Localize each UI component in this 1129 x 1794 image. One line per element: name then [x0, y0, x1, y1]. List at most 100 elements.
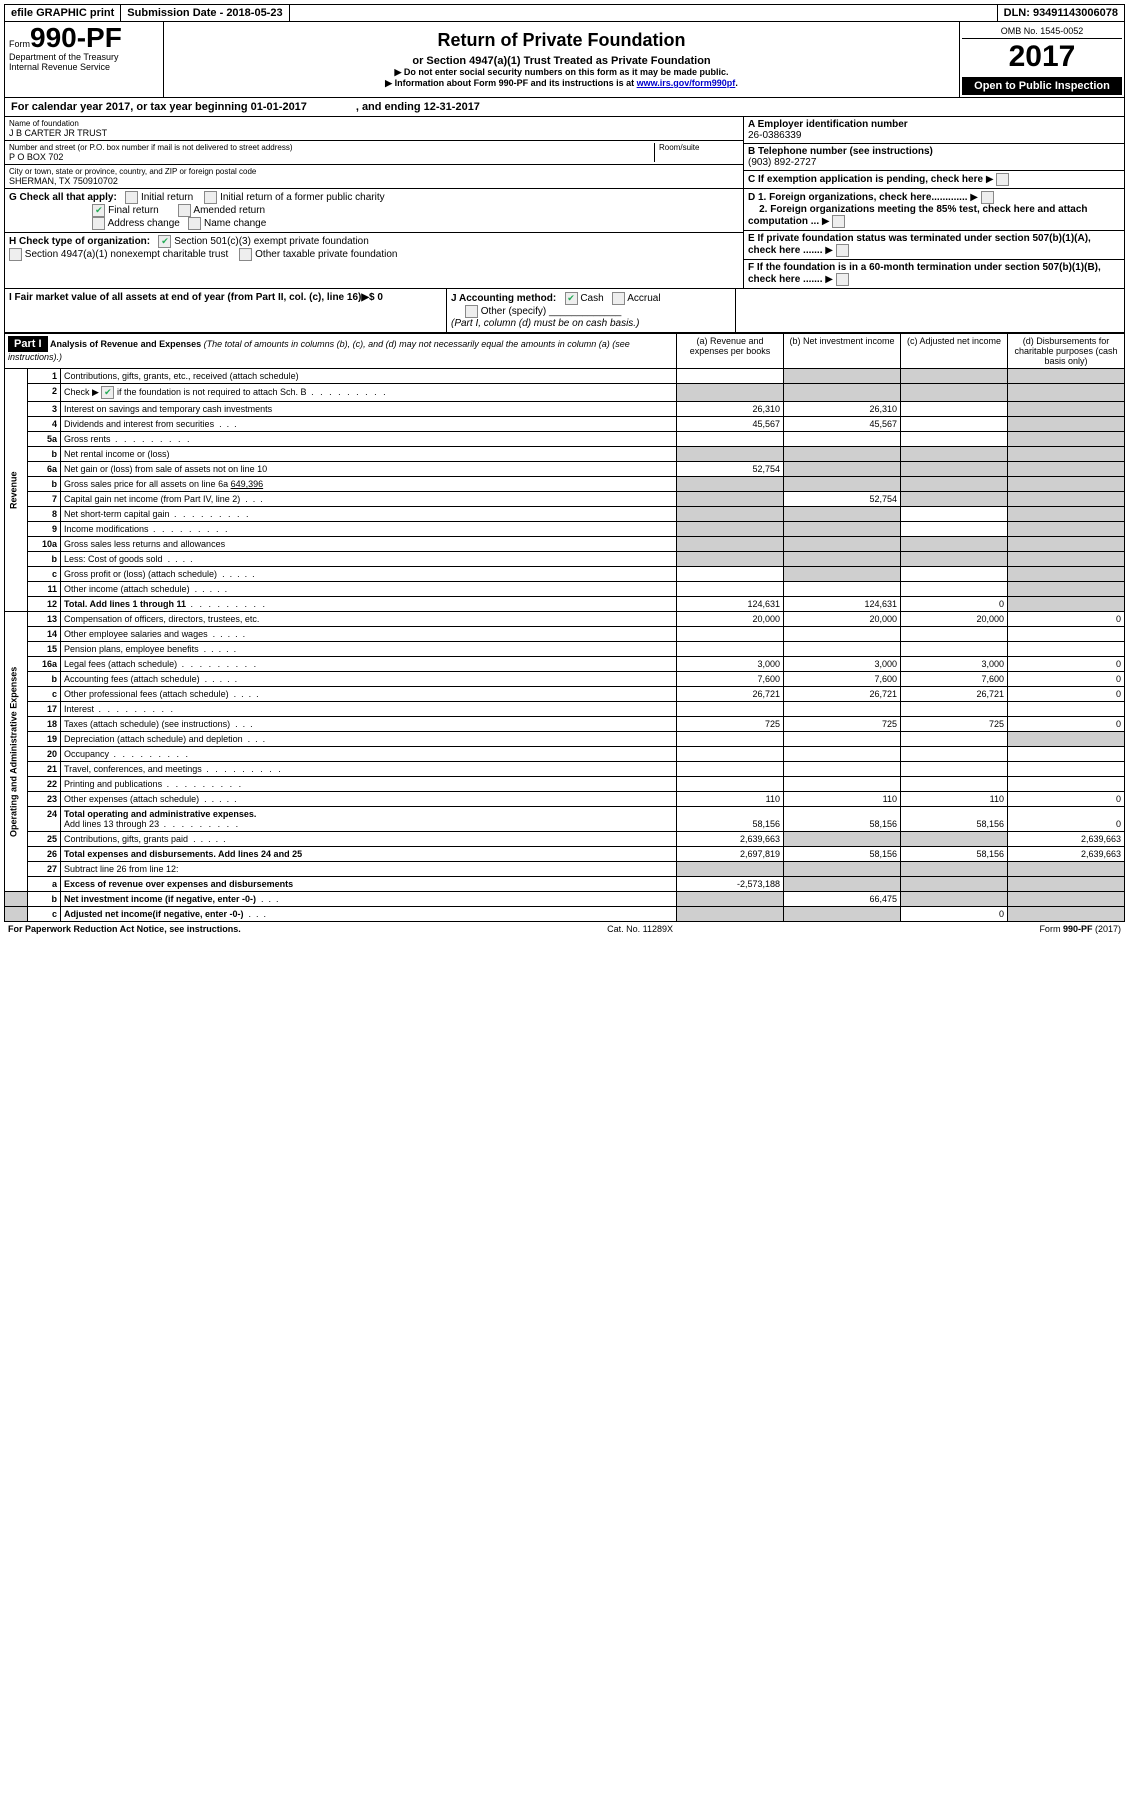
val-b: 725 — [784, 717, 901, 732]
val-b: 26,721 — [784, 687, 901, 702]
val-b: 58,156 — [784, 847, 901, 862]
val-b: 3,000 — [784, 657, 901, 672]
row-27: 27 Subtract line 26 from line 12: — [5, 862, 1125, 877]
cb-schb[interactable] — [101, 386, 114, 399]
expenses-label: Operating and Administrative Expenses — [5, 612, 28, 892]
val-c: 3,000 — [901, 657, 1008, 672]
row-10a: 10a Gross sales less returns and allowan… — [5, 537, 1125, 552]
val-b: 52,754 — [784, 492, 901, 507]
col-b-header: (b) Net investment income — [784, 334, 901, 369]
row-7: 7 Capital gain net income (from Part IV,… — [5, 492, 1125, 507]
val-c: 0 — [901, 907, 1008, 922]
j-accrual: Accrual — [627, 293, 660, 304]
form-header: Form990-PF Department of the Treasury In… — [4, 22, 1125, 98]
rn: 21 — [28, 762, 61, 777]
desc: Total operating and administrative expen… — [61, 807, 677, 832]
g-label: G Check all that apply: — [9, 192, 117, 203]
desc: Net gain or (loss) from sale of assets n… — [61, 462, 677, 477]
d2: 2. Foreign organizations meeting the 85%… — [748, 204, 1088, 227]
desc: Excess of revenue over expenses and disb… — [61, 877, 677, 892]
val-a: 725 — [677, 717, 784, 732]
val-d: 0 — [1008, 792, 1125, 807]
cb-accrual[interactable] — [612, 292, 625, 305]
rn: b — [28, 477, 61, 492]
section-e: E If private foundation status was termi… — [744, 231, 1124, 260]
f-label: F If the foundation is in a 60-month ter… — [748, 262, 1101, 285]
row-16a: 16a Legal fees (attach schedule) 3,000 3… — [5, 657, 1125, 672]
cb-other[interactable] — [465, 305, 478, 318]
desc: Gross sales less returns and allowances — [61, 537, 677, 552]
row-16b: b Accounting fees (attach schedule) . . … — [5, 672, 1125, 687]
note-ssn: ▶ Do not enter social security numbers o… — [168, 67, 955, 78]
cb-final[interactable] — [92, 204, 105, 217]
efile-button[interactable]: efile GRAPHIC print — [5, 5, 121, 21]
desc: Contributions, gifts, grants paid . . . … — [61, 832, 677, 847]
cb-f[interactable] — [836, 273, 849, 286]
desc: Check ▶ if the foundation is not require… — [61, 384, 677, 402]
address: P O BOX 702 — [9, 152, 650, 162]
cb-amended[interactable] — [178, 204, 191, 217]
val-b: 110 — [784, 792, 901, 807]
rn: 8 — [28, 507, 61, 522]
row-6b: b Gross sales price for all assets on li… — [5, 477, 1125, 492]
rn: a — [28, 877, 61, 892]
row-27c: c Adjusted net income(if negative, enter… — [5, 907, 1125, 922]
desc: Taxes (attach schedule) (see instruction… — [61, 717, 677, 732]
row-15: 15 Pension plans, employee benefits . . … — [5, 642, 1125, 657]
irs-link[interactable]: www.irs.gov/form990pf — [637, 78, 736, 88]
form-title-block: Return of Private Foundation or Section … — [164, 22, 960, 97]
cb-initial[interactable] — [125, 191, 138, 204]
cb-other-taxable[interactable] — [239, 248, 252, 261]
rn: 10a — [28, 537, 61, 552]
name-label: Name of foundation — [9, 119, 739, 128]
row-6a: 6a Net gain or (loss) from sale of asset… — [5, 462, 1125, 477]
cal-end: , and ending 12-31-2017 — [356, 101, 480, 113]
revenue-label: Revenue — [5, 369, 28, 612]
row-22: 22 Printing and publications — [5, 777, 1125, 792]
cb-e[interactable] — [836, 244, 849, 257]
desc: Interest on savings and temporary cash i… — [61, 402, 677, 417]
part1-title: Analysis of Revenue and Expenses — [50, 339, 201, 349]
cb-cash[interactable] — [565, 292, 578, 305]
row-14: 14 Other employee salaries and wages . .… — [5, 627, 1125, 642]
row-23: 23 Other expenses (attach schedule) . . … — [5, 792, 1125, 807]
city: SHERMAN, TX 750910702 — [9, 176, 739, 186]
section-j: J Accounting method: Cash Accrual Other … — [447, 289, 736, 332]
cb-501c3[interactable] — [158, 235, 171, 248]
desc: Other income (attach schedule) . . . . . — [61, 582, 677, 597]
val-c: 110 — [901, 792, 1008, 807]
city-label: City or town, state or province, country… — [9, 167, 739, 176]
val-d: 2,639,663 — [1008, 832, 1125, 847]
g5: Address change — [108, 218, 180, 229]
cb-name-change[interactable] — [188, 217, 201, 230]
h2: Section 4947(a)(1) nonexempt charitable … — [25, 249, 228, 260]
ein-label: A Employer identification number — [748, 119, 908, 130]
cb-address-change[interactable] — [92, 217, 105, 230]
val-a: 20,000 — [677, 612, 784, 627]
j-label: J Accounting method: — [451, 293, 556, 304]
row-19: 19 Depreciation (attach schedule) and de… — [5, 732, 1125, 747]
desc: Other employee salaries and wages . . . … — [61, 627, 677, 642]
cb-4947[interactable] — [9, 248, 22, 261]
rn: 12 — [28, 597, 61, 612]
row-9: 9 Income modifications — [5, 522, 1125, 537]
val-c: 58,156 — [901, 807, 1008, 832]
cb-d1[interactable] — [981, 191, 994, 204]
val-d: 0 — [1008, 687, 1125, 702]
val-c: 7,600 — [901, 672, 1008, 687]
desc: Total. Add lines 1 through 11 — [61, 597, 677, 612]
val-a: 52,754 — [677, 462, 784, 477]
val-inline: 649,396 — [231, 479, 264, 489]
desc: Gross rents — [61, 432, 677, 447]
cb-c[interactable] — [996, 173, 1009, 186]
rn: 7 — [28, 492, 61, 507]
rn: 5a — [28, 432, 61, 447]
val-d: 0 — [1008, 672, 1125, 687]
cb-d2[interactable] — [832, 215, 845, 228]
val-d: 0 — [1008, 612, 1125, 627]
col-c-header: (c) Adjusted net income — [901, 334, 1008, 369]
tel-label: B Telephone number (see instructions) — [748, 146, 933, 157]
cb-initial-former[interactable] — [204, 191, 217, 204]
rn: c — [28, 907, 61, 922]
rn: c — [28, 567, 61, 582]
